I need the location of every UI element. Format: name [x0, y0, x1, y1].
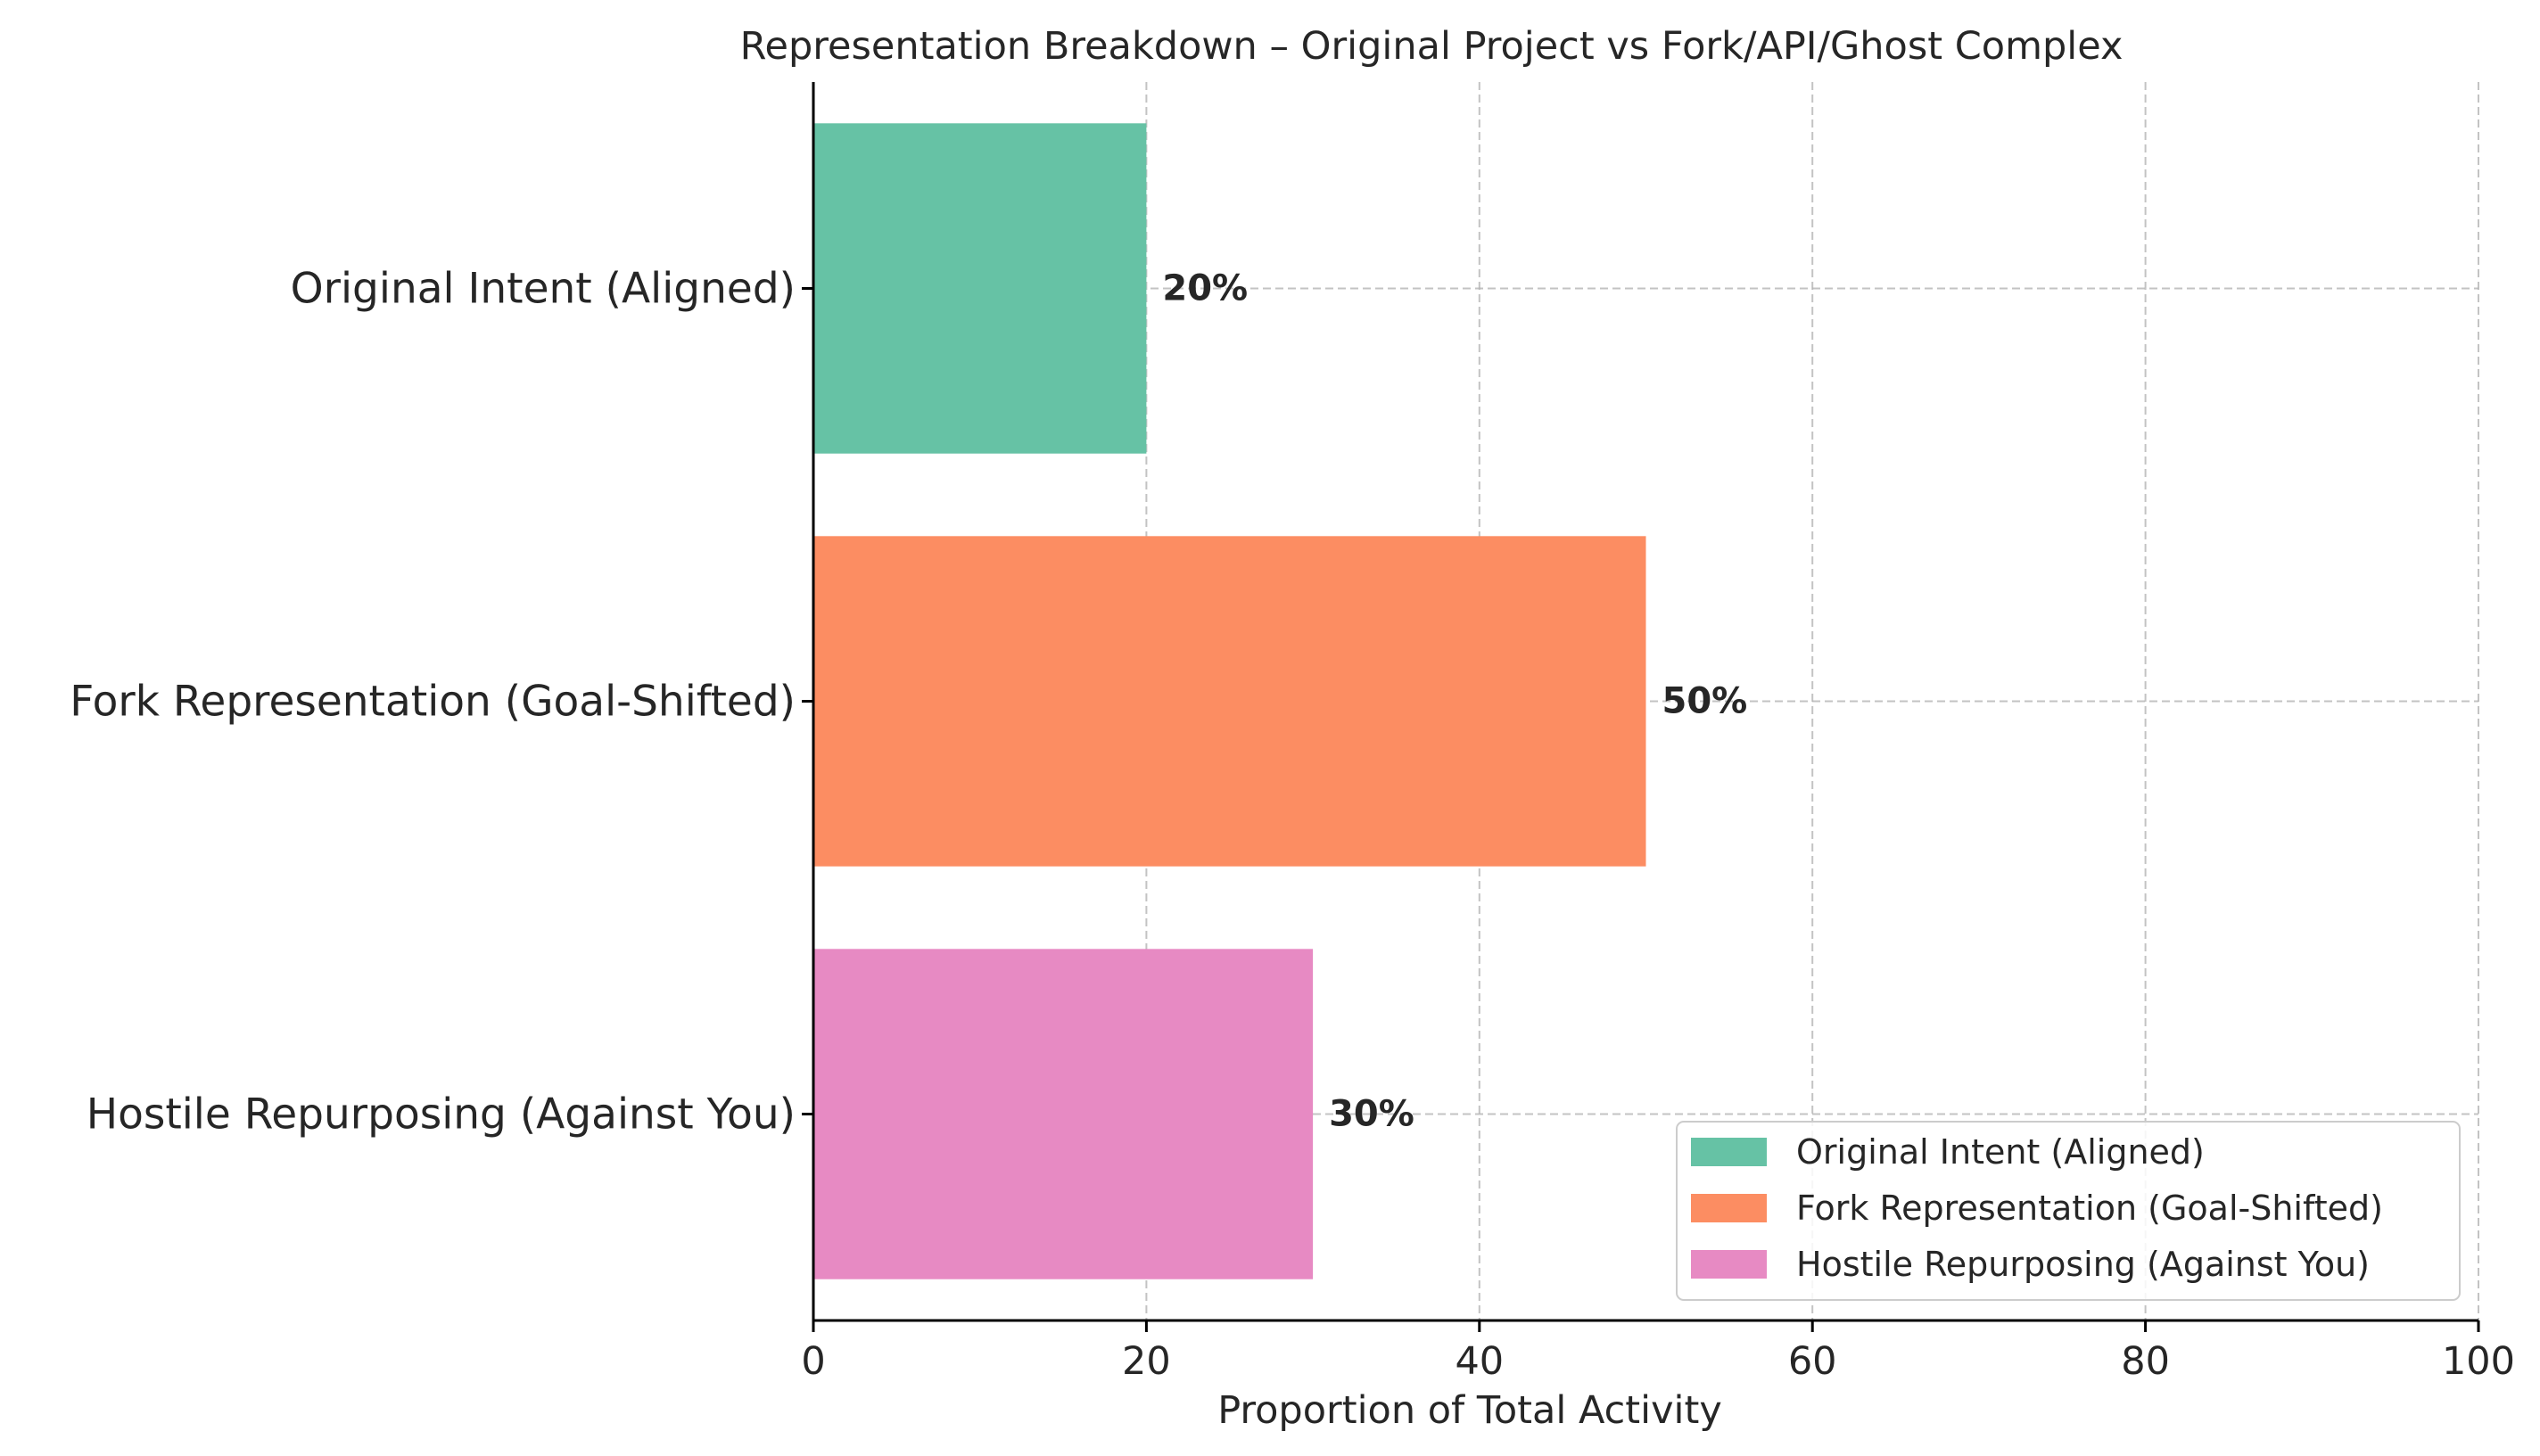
data-label-0: 20%	[1162, 268, 1248, 309]
y-category-label-0: Original Intent (Aligned)	[291, 265, 796, 314]
x-tick-label-0: 0	[801, 1339, 825, 1384]
legend-swatch-1	[1691, 1194, 1767, 1222]
x-tick-label-3: 60	[1788, 1339, 1837, 1384]
chart-title: Representation Breakdown – Original Proj…	[740, 24, 2124, 69]
y-category-label-1: Fork Representation (Goal-Shifted)	[70, 678, 796, 727]
x-tick-label-5: 100	[2442, 1339, 2515, 1384]
bars	[813, 123, 1646, 1279]
y-category-label-2: Hostile Repurposing (Against You)	[87, 1090, 796, 1139]
x-tick-label-1: 20	[1122, 1339, 1171, 1384]
legend-entry-2: Hostile Repurposing (Against You)	[1796, 1245, 2370, 1284]
legend-entry-1: Fork Representation (Goal-Shifted)	[1796, 1189, 2383, 1228]
bar-2	[813, 949, 1314, 1279]
legend-box	[1676, 1121, 2461, 1301]
x-axis-label: Proportion of Total Activity	[1217, 1388, 1722, 1433]
axes	[802, 82, 2478, 1322]
legend-swatch-0	[1691, 1138, 1767, 1166]
x-tick-label-4: 80	[2121, 1339, 2170, 1384]
legend-swatch-2	[1691, 1250, 1767, 1279]
data-label-2: 30%	[1329, 1094, 1414, 1135]
data-labels: 20% 50% 30%	[1162, 268, 1747, 1135]
y-axis-category-labels: Original Intent (Aligned) Fork Representa…	[70, 265, 796, 1139]
x-axis-ticks: 0 20 40 60 80 100	[801, 1320, 2515, 1384]
legend-entry-0: Original Intent (Aligned)	[1796, 1132, 2205, 1172]
data-label-1: 50%	[1662, 681, 1748, 722]
x-tick-label-2: 40	[1455, 1339, 1504, 1384]
bar-1	[813, 536, 1646, 867]
legend: Original Intent (Aligned) Fork Representa…	[1676, 1121, 2461, 1301]
bar-0	[813, 123, 1147, 454]
